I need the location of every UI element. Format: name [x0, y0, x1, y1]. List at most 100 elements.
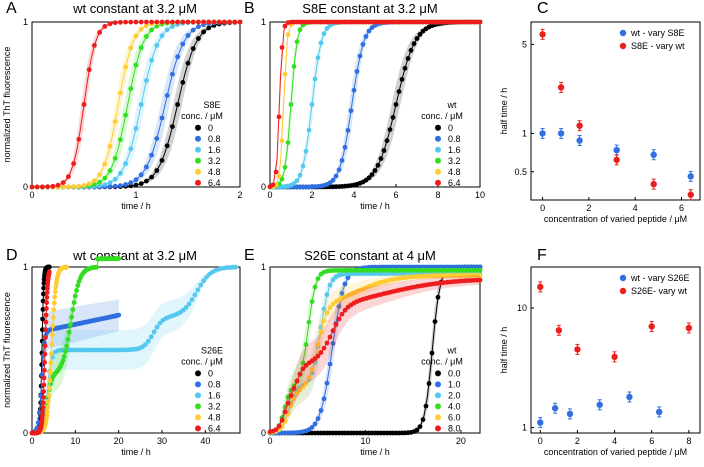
data-point: [107, 168, 113, 174]
error-band: [32, 299, 119, 433]
legend-label: 4.8: [448, 167, 461, 177]
legend-marker: [195, 179, 201, 186]
x-tick-label: 4: [612, 436, 617, 446]
data-point: [102, 175, 108, 181]
legend-label: 1.6: [208, 390, 221, 400]
legend-label: 6.4: [448, 178, 461, 188]
series-wt---vary-S26E: [537, 391, 663, 429]
legend-label: 2.0: [448, 390, 461, 400]
data-point: [294, 39, 300, 45]
data-point: [154, 168, 160, 173]
data-point: [42, 367, 47, 373]
legend-label: 3.2: [208, 156, 221, 166]
legend-marker: [435, 146, 441, 153]
data-point: [190, 27, 196, 33]
legend-marker: [195, 425, 201, 432]
panel-e: E S26E constant at 4 μM 0 10 20 0 1 time / h wtc…: [244, 247, 483, 457]
data-point: [321, 345, 327, 351]
data-point: [45, 286, 50, 291]
y-tick-label: 10: [517, 303, 527, 313]
data-point: [189, 297, 195, 302]
data-point: [198, 282, 204, 288]
data-point: [357, 53, 363, 59]
data-point: [149, 152, 155, 158]
data-point: [206, 25, 212, 31]
data-point: [321, 306, 327, 312]
data-point: [417, 424, 423, 429]
data-point: [47, 378, 53, 383]
data-point: [41, 389, 46, 394]
data-point: [384, 138, 390, 144]
data-point: [123, 64, 128, 70]
data-point: [112, 119, 118, 124]
series-6-4: [29, 269, 52, 436]
data-point: [154, 23, 160, 29]
data-point: [42, 360, 47, 365]
data-point: [282, 23, 288, 29]
x-tick-label: 6: [393, 190, 398, 200]
legend-label: 3.2: [448, 156, 461, 166]
data-point: [159, 19, 165, 25]
panel-title: S26E constant at 4 μM: [304, 248, 436, 263]
legend-label: 0.8: [208, 134, 221, 144]
data-point: [574, 346, 581, 353]
data-point: [399, 77, 405, 82]
data-point: [138, 181, 144, 187]
data-point: [336, 167, 342, 173]
data-point: [294, 178, 300, 184]
legend-marker: [619, 29, 627, 37]
data-point: [321, 396, 327, 402]
panel-letter: D: [6, 247, 18, 264]
data-point: [76, 183, 82, 189]
data-point: [185, 60, 191, 66]
data-point: [270, 182, 276, 188]
data-point: [138, 102, 144, 107]
data-point: [159, 115, 165, 121]
data-point: [144, 23, 149, 29]
data-point: [149, 27, 155, 33]
data-point: [282, 409, 288, 415]
x-tick-label: 0: [267, 436, 272, 446]
data-point: [537, 283, 544, 291]
data-point: [170, 124, 175, 129]
data-point: [41, 375, 47, 381]
data-point: [196, 19, 201, 25]
data-point: [375, 162, 381, 168]
legend-marker: [435, 124, 441, 131]
data-point: [324, 310, 330, 316]
data-point: [408, 48, 414, 53]
legend-marker: [195, 168, 201, 175]
data-point: [201, 19, 207, 25]
legend-label: 1.6: [208, 145, 221, 155]
data-point: [53, 284, 59, 290]
legend-label: 0.8: [208, 379, 221, 389]
data-point: [566, 410, 574, 418]
x-axis-label: time / h: [360, 201, 390, 211]
data-point: [51, 307, 57, 313]
data-point: [282, 164, 288, 170]
data-point: [66, 184, 71, 190]
data-point: [102, 161, 108, 167]
y-tick-label: 5: [522, 39, 527, 49]
x-axis-label: concentration of varied peptide / μM: [544, 214, 687, 224]
data-point: [685, 324, 693, 332]
error-band: [32, 258, 119, 433]
legend-marker: [435, 392, 441, 399]
data-point: [576, 122, 583, 129]
data-point: [539, 130, 546, 137]
legend-label: 4.8: [208, 167, 221, 177]
data-point: [204, 274, 210, 280]
data-point: [97, 172, 102, 178]
data-point: [297, 371, 303, 377]
data-point: [46, 264, 52, 270]
y-tick-label: 1: [261, 17, 266, 27]
data-point: [61, 354, 67, 359]
x-tick-label: 2: [309, 190, 314, 200]
data-point: [312, 284, 318, 290]
panel-title: wt constant at 3.2 μM: [72, 248, 197, 263]
data-point: [123, 19, 128, 25]
data-point: [417, 32, 423, 37]
data-point: [330, 277, 336, 283]
panel-letter: C: [537, 0, 549, 17]
